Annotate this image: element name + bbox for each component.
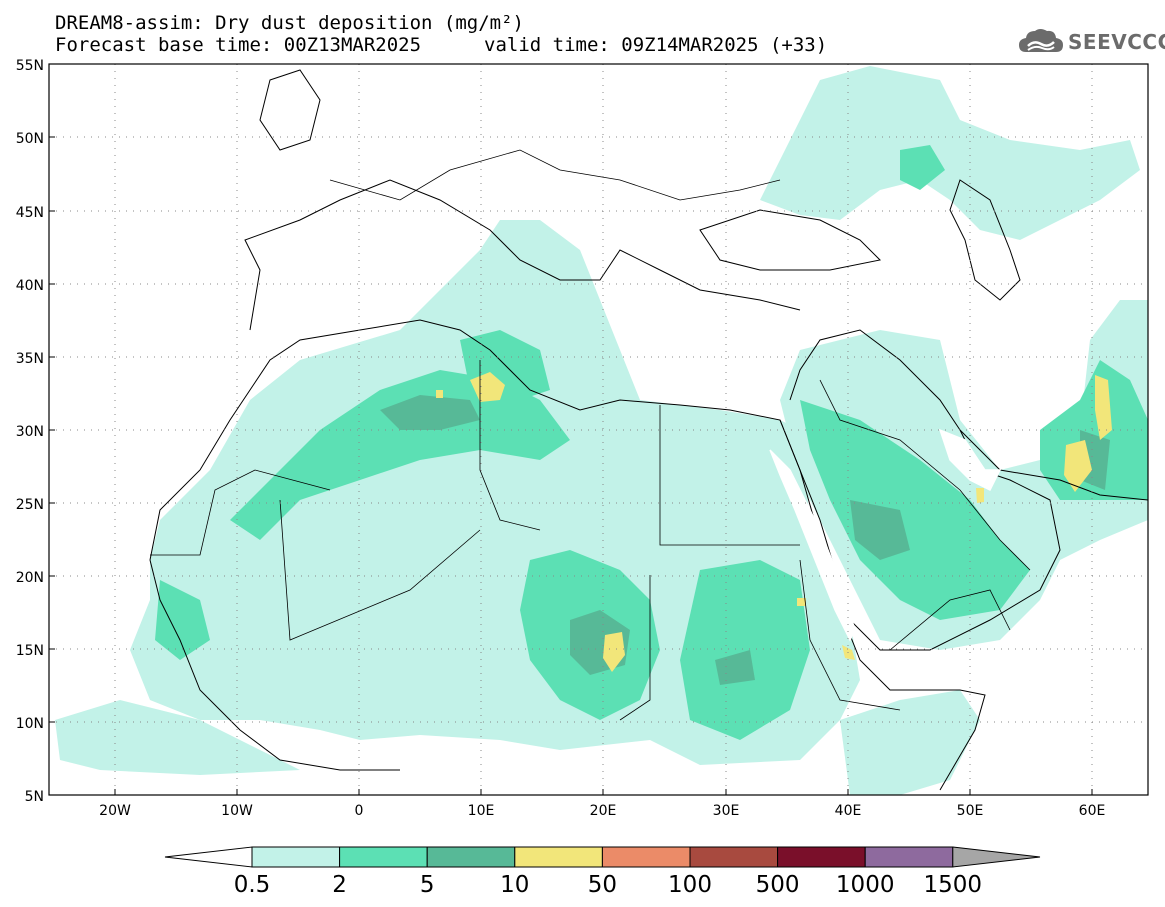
colorbar-label-2: 5 [420,872,435,898]
colorbar-segment-3 [514,846,603,868]
colorbar-low-arrow [164,846,253,868]
coast-black-sea [699,209,882,271]
coast-africa-west [149,559,400,771]
lat-label-10n: 10N [16,716,44,732]
border-yemen [889,589,1011,651]
dust-level-10-areas [436,372,1112,672]
dust-hotspot-algeria [436,390,443,398]
colorbar-segment-7 [864,846,954,868]
border-libya-egypt [659,405,800,546]
persian-gulf [938,428,1002,491]
colorbar-high-arrow [952,846,1041,868]
lat-label-55n: 55N [16,58,44,74]
coastlines [149,69,1148,791]
dust-area-sudan [680,560,810,740]
lon-label-20e: 20E [590,803,617,819]
colorbar-label-6: 500 [756,872,800,898]
dust-area-kazakh [900,145,945,190]
coast-caspian [949,179,1021,301]
horn-africa-outline [769,428,1002,642]
lat-label-35n: 35N [16,351,44,367]
colorbar-label-0: 0.5 [234,872,271,898]
border-sudan-ethiopia [799,559,901,711]
lon-label-20w: 20W [99,803,131,819]
valid-time: valid time: 09Z14MAR2025 (+33) [484,34,828,56]
coast-uk [259,69,321,151]
dust-hotspot-tunisia [470,372,505,402]
dust-area-algeria-core [380,395,480,430]
lon-label-60e: 60E [1079,803,1106,819]
dust-area-horn-africa [840,690,980,795]
coast-arabia [779,329,1061,651]
dust-area-west-africa-coast [55,700,300,775]
lat-label-45n: 45N [16,205,44,221]
colorbar-segment-1 [339,846,428,868]
colorbar-label-5: 100 [668,872,712,898]
logo-text: SEEVCCC [1068,30,1165,54]
colorbar-label-7: 1000 [836,872,895,898]
lon-label-10e: 10E [468,803,495,819]
country-borders [150,149,1031,721]
dust-area-saudi [800,400,1030,620]
border-saudi [819,379,1031,571]
forecast-base-time: Forecast base time: 00Z13MAR2025 [55,34,422,56]
lat-label-50n: 50N [16,131,44,147]
lat-label-40n: 40N [16,278,44,294]
colorbar-segment-5 [689,846,779,868]
lon-label-40e: 40E [835,803,862,819]
coast-iran [959,429,1148,501]
axis-ticks [49,63,1093,795]
colorbar [164,846,1041,868]
map-canvas [49,64,1148,795]
lat-label-15n: 15N [16,643,44,659]
colorbar-label-8: 1500 [924,872,983,898]
cloud-logo-icon [1019,29,1063,52]
lon-label-0: 0 [355,803,364,819]
dust-area-sudan-core [715,650,755,685]
lat-label-25n: 25N [16,497,44,513]
seevccc-logo: SEEVCCC [1018,26,1165,58]
dust-hotspot-chad [603,632,625,672]
lat-label-20n: 20N [16,570,44,586]
border-chad-sudan [619,575,651,721]
border-mauritania [150,469,331,556]
border-algeria-libya [479,360,541,531]
map-title: DREAM8-assim: Dry dust deposition (mg/m²… [55,12,524,34]
lat-label-30n: 30N [16,424,44,440]
lat-label-5n: 5N [25,789,44,805]
dust-area-saudi-core [850,500,910,560]
dust-hotspot-iran-south [1064,440,1092,492]
coast-europe [244,179,801,331]
colorbar-label-1: 2 [332,872,347,898]
colorbar-segment-4 [601,846,691,868]
dust-hotspot-gulf [976,488,984,503]
colorbar-segment-2 [426,846,516,868]
colorbar-segment-6 [777,846,866,868]
coast-africa [149,319,986,791]
border-mali-niger [279,499,481,641]
colorbar-label-3: 10 [500,872,529,898]
red-sea [769,449,856,642]
dust-area-atlas-band [230,370,570,540]
dust-level-2-areas [155,145,1148,740]
lon-label-10w: 10W [221,803,253,819]
colorbar-segment-0 [251,846,341,868]
dust-area-adriatic [480,220,600,310]
dust-hotspot-ethiopia [797,598,806,606]
lon-label-30e: 30E [713,803,740,819]
dust-hotspot-iran-east [1095,375,1112,440]
border-europe [329,149,781,201]
colorbar-label-4: 50 [588,872,617,898]
dust-area-mauritania-coast [155,580,210,660]
lon-label-50e: 50E [957,803,984,819]
dust-area-central-asia [760,66,1140,240]
graticule [49,64,1148,795]
